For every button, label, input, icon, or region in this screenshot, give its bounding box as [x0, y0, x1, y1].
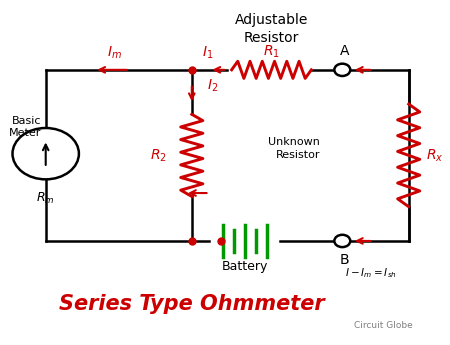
Text: $R_2$: $R_2$ [150, 147, 167, 164]
Text: Basic
Meter: Basic Meter [9, 116, 41, 138]
Circle shape [334, 64, 350, 76]
Text: $R_x$: $R_x$ [427, 147, 444, 164]
Text: $I_m$: $I_m$ [107, 45, 122, 61]
Text: Adjustable
Resistor: Adjustable Resistor [235, 13, 308, 45]
Text: Circuit Globe: Circuit Globe [355, 321, 413, 330]
Text: $I - I_m = I_{sh}$: $I - I_m = I_{sh}$ [345, 267, 396, 280]
Text: Series Type Ohmmeter: Series Type Ohmmeter [59, 294, 324, 314]
Text: B: B [340, 253, 349, 267]
Text: $R_m$: $R_m$ [36, 191, 55, 206]
Circle shape [334, 235, 350, 247]
Text: $I_2$: $I_2$ [207, 77, 219, 94]
Text: $I_1$: $I_1$ [202, 45, 213, 61]
Text: Unknown
Resistor: Unknown Resistor [268, 137, 320, 160]
Circle shape [13, 128, 79, 179]
Text: Battery: Battery [222, 260, 268, 273]
Text: A: A [340, 44, 349, 58]
Text: $R_1$: $R_1$ [263, 43, 280, 60]
